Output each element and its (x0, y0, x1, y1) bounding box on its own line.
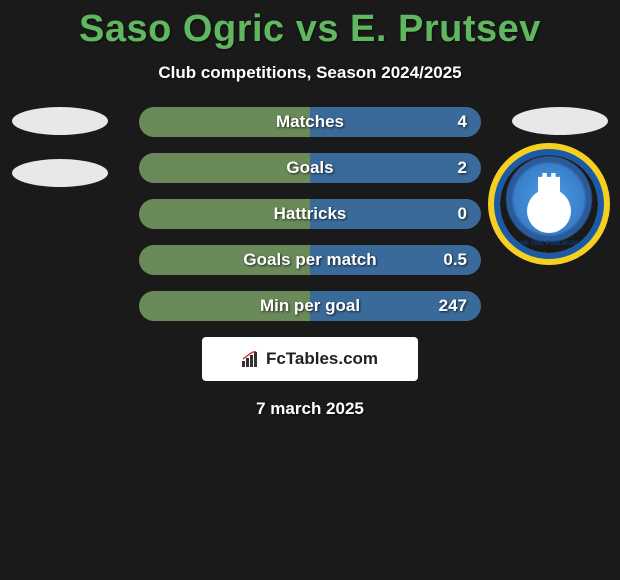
player-right-placeholder-oval-1 (512, 107, 608, 135)
stat-row: Goals per match 0.5 (139, 245, 481, 275)
stat-value-right: 4 (458, 112, 467, 132)
club-badge-right: NK CMC PUBLIKUM (500, 155, 598, 253)
stat-label: Hattricks (274, 204, 347, 224)
stat-value-right: 247 (439, 296, 467, 316)
stat-row: Min per goal 247 (139, 291, 481, 321)
fctables-logo-box: FcTables.com (202, 337, 418, 381)
stat-row: Hattricks 0 (139, 199, 481, 229)
page-title: Saso Ogric vs E. Prutsev (0, 0, 620, 51)
stat-value-right: 0 (458, 204, 467, 224)
stat-label: Goals (286, 158, 333, 178)
stat-row: Matches 4 (139, 107, 481, 137)
player-left-placeholder-oval-2 (12, 159, 108, 187)
stat-bar-right (310, 153, 481, 183)
stats-area: NK CMC PUBLIKUM Matches 4 Goals 2 Hattricks 0… (0, 107, 620, 419)
player-left-placeholder-oval-1 (12, 107, 108, 135)
comparison-card: Saso Ogric vs E. Prutsev Club competitio… (0, 0, 620, 419)
club-badge-textwrap: NK CMC PUBLIKUM (500, 155, 598, 253)
subtitle: Club competitions, Season 2024/2025 (0, 63, 620, 83)
stat-label: Goals per match (243, 250, 376, 270)
stat-value-right: 2 (458, 158, 467, 178)
date-label: 7 march 2025 (0, 399, 620, 419)
stat-label: Min per goal (260, 296, 360, 316)
club-badge-text: NK CMC PUBLIKUM (520, 241, 577, 247)
fctables-logo-text: FcTables.com (266, 349, 378, 369)
stat-bar-left (139, 153, 310, 183)
stat-value-right: 0.5 (443, 250, 467, 270)
bar-chart-icon (242, 351, 260, 367)
stat-row: Goals 2 (139, 153, 481, 183)
stat-label: Matches (276, 112, 344, 132)
